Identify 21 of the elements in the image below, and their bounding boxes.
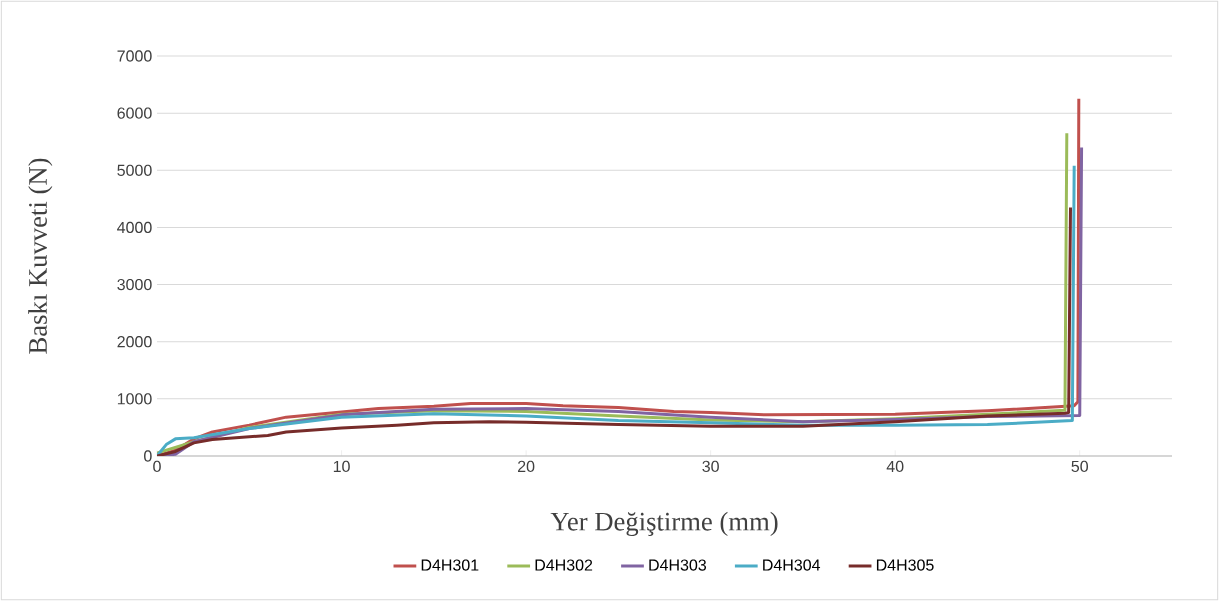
x-tick-label: 50 [1071, 460, 1089, 473]
x-tick-label: 20 [517, 460, 535, 473]
y-tick-label: 5000 [117, 164, 152, 176]
legend-label: D4H302 [535, 559, 593, 571]
legend-label: D4H305 [876, 559, 934, 571]
y-axis-title: Baskı Kuvveti (N) [28, 158, 53, 354]
y-tick-label: 0 [144, 450, 152, 462]
y-tick-label: 6000 [117, 107, 152, 119]
y-tick-label: 4000 [117, 221, 152, 234]
y-tick-label: 7000 [117, 50, 152, 62]
legend-label: D4H301 [421, 559, 479, 571]
legend-label: D4H304 [763, 559, 821, 571]
x-tick-label: 40 [886, 460, 904, 473]
x-tick-label: 0 [153, 460, 161, 473]
legend-label: D4H303 [649, 559, 707, 571]
y-tick-label: 2000 [117, 336, 152, 348]
y-tick-label: 3000 [117, 278, 152, 291]
x-tick-label: 10 [333, 460, 350, 473]
x-tick-label: 30 [702, 460, 719, 473]
y-tick-label: 1000 [117, 393, 152, 405]
x-axis-title: Yer Değiştirme (mm) [550, 511, 778, 537]
